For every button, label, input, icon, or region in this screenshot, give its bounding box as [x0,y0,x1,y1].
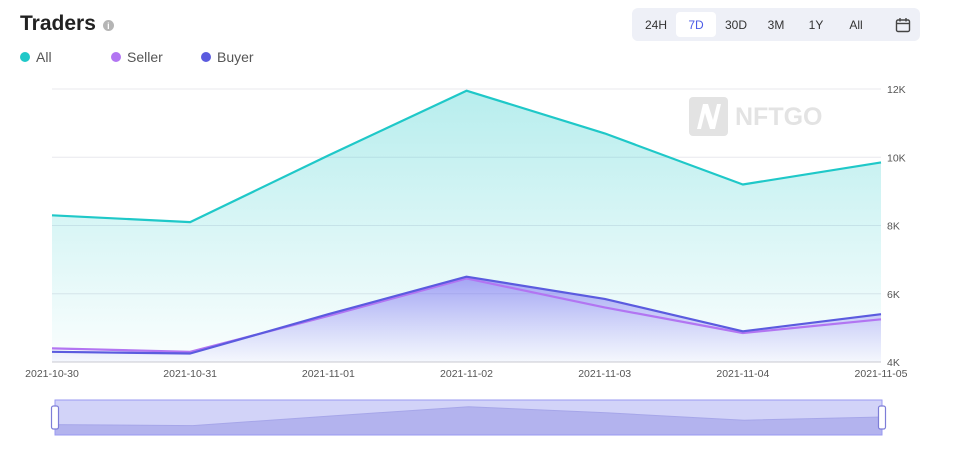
range-button-3m[interactable]: 3M [767,17,785,32]
area-all [52,90,881,362]
range-button-7d[interactable]: 7D [676,12,716,37]
y-tick-12K: 12K [887,84,906,96]
series-line-all [51,89,882,224]
x-tick-2021-11-01: 2021-11-01 [302,368,355,380]
x-tick-2021-11-05: 2021-11-05 [855,368,908,380]
range-button-1y[interactable]: 1Y [808,17,824,32]
nftgo-watermark: NFTGO [689,97,823,136]
range-button-30d[interactable]: 30D [724,17,747,32]
y-tick-10K: 10K [887,152,906,164]
legend-dot-all [20,52,30,62]
title-text: Traders [20,12,96,35]
series-line-buyer [51,275,882,355]
legend-dot-buyer [201,52,211,62]
legend-label-buyer: Buyer [217,49,254,65]
x-tick-2021-10-30: 2021-10-30 [25,368,79,380]
x-tick-2021-11-04: 2021-11-04 [716,368,769,380]
chart-title: Traders i [20,12,114,36]
x-tick-2021-11-03: 2021-11-03 [578,368,631,380]
legend: All Seller Buyer [20,49,254,65]
watermark-text: NFTGO [735,103,823,131]
slider-handle-right[interactable] [877,405,887,430]
area-buyer [52,276,881,362]
y-tick-6K: 6K [887,289,900,301]
zoom-slider[interactable] [50,399,887,436]
calendar-icon[interactable] [890,12,916,37]
slider-handle-left[interactable] [50,405,60,430]
range-button-all[interactable]: All [849,17,863,32]
legend-dot-seller [111,52,121,62]
x-tick-2021-11-02: 2021-11-02 [440,368,493,380]
info-icon[interactable]: i [102,20,114,31]
series-line-seller [51,277,882,353]
legend-label-all: All [36,49,52,65]
legend-item-all[interactable]: All [20,49,111,65]
time-range-selector: 24H 7D 30D 3M 1Y All [632,8,920,41]
y-tick-4K: 4K [887,357,900,369]
legend-item-buyer[interactable]: Buyer [201,49,254,65]
x-tick-2021-10-31: 2021-10-31 [163,368,217,380]
range-button-24h[interactable]: 24H [644,17,667,32]
slider-window[interactable] [54,399,883,436]
axes: 4K 6K 8K 10K 12K 2021-10-30 2021-10-31 2021-11-… [25,84,907,380]
y-tick-8K: 8K [887,221,900,233]
legend-label-seller: Seller [127,49,163,65]
legend-item-seller[interactable]: Seller [111,49,201,65]
